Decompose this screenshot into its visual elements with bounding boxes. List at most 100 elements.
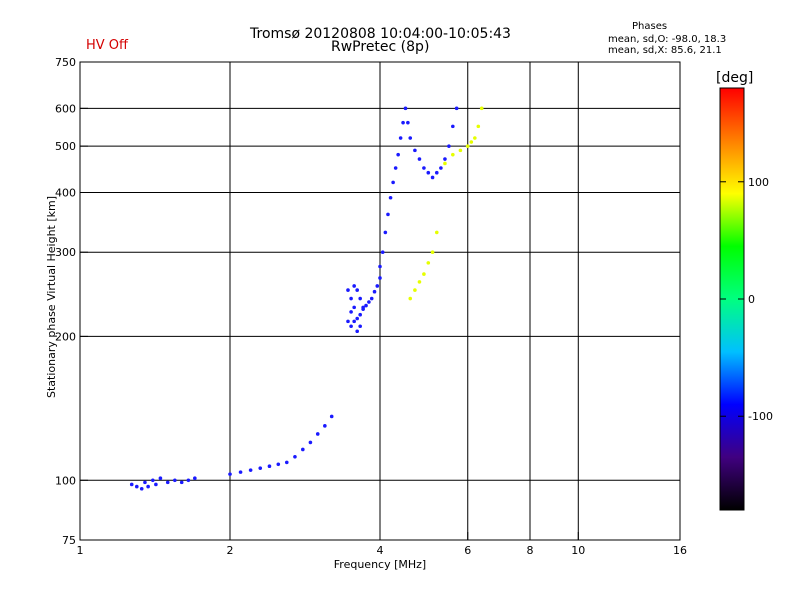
data-point — [352, 284, 356, 288]
colorbar-label: [deg] — [716, 70, 754, 86]
data-point — [408, 136, 413, 140]
data-point — [451, 124, 455, 129]
data-point — [355, 329, 359, 334]
data-point — [284, 460, 289, 465]
colorbar-tick-label: 100 — [748, 176, 769, 189]
x-tick-label: 16 — [673, 544, 687, 557]
data-point — [447, 144, 451, 148]
data-point — [134, 484, 139, 489]
data-point — [396, 152, 400, 157]
data-point — [129, 482, 134, 487]
data-point — [473, 136, 477, 140]
data-point — [193, 476, 197, 481]
chart-title: Tromsø 20120808 10:04:00-10:05:43 — [250, 26, 511, 42]
data-point — [454, 106, 459, 111]
data-point — [403, 106, 408, 111]
data-point — [329, 414, 334, 419]
data-point — [430, 175, 435, 180]
x-tick-label: 10 — [571, 544, 585, 557]
data-point — [479, 106, 484, 111]
data-point — [146, 484, 150, 489]
data-point — [439, 166, 443, 170]
data-point — [315, 432, 320, 436]
data-point — [352, 305, 356, 310]
data-point — [386, 212, 390, 217]
data-point — [434, 230, 439, 235]
data-point — [413, 148, 417, 153]
y-tick-label: 400 — [55, 186, 76, 199]
data-point — [258, 466, 263, 470]
data-point — [417, 157, 422, 161]
data-point — [383, 230, 388, 235]
data-point — [165, 480, 170, 485]
x-tick-label: 1 — [77, 544, 84, 557]
data-point — [422, 272, 426, 276]
y-tick-label: 200 — [55, 330, 76, 343]
colorbar-tick-label: 0 — [748, 293, 755, 306]
data-point — [378, 276, 382, 280]
data-point — [430, 250, 435, 255]
data-point — [406, 120, 410, 125]
data-point — [361, 305, 365, 310]
data-point — [355, 288, 359, 292]
data-point — [352, 319, 356, 324]
data-point — [476, 124, 481, 129]
data-point — [143, 480, 147, 485]
data-point — [369, 296, 374, 301]
data-point — [398, 136, 403, 140]
data-point — [358, 312, 362, 317]
data-point — [380, 250, 385, 255]
data-point — [358, 296, 362, 301]
x-axis-label: Frequency [MHz] — [334, 558, 426, 571]
x-tick-label: 4 — [377, 544, 384, 557]
data-point — [378, 264, 382, 269]
data-point — [443, 161, 447, 166]
x-tick-label: 2 — [227, 544, 234, 557]
chart-subtitle: RwPretec (8p) — [331, 39, 430, 55]
y-tick-label: 100 — [55, 474, 76, 487]
data-point — [173, 478, 177, 483]
data-point — [349, 310, 353, 314]
phases-title: Phases — [632, 21, 668, 32]
data-point — [349, 324, 353, 329]
data-point — [451, 152, 455, 157]
data-point — [401, 120, 405, 125]
data-point — [458, 148, 463, 153]
data-point — [346, 288, 350, 292]
y-tick-label: 600 — [55, 102, 76, 115]
data-point — [426, 261, 431, 265]
colorbar-tick-label: -100 — [748, 410, 773, 423]
y-tick-label: 500 — [55, 140, 76, 153]
data-point — [139, 486, 144, 491]
phases-o-stats: mean, sd,O: -98.0, 18.3 — [608, 34, 727, 45]
data-point — [355, 316, 359, 321]
data-point — [393, 166, 398, 170]
data-point — [267, 464, 272, 469]
data-point — [388, 195, 393, 200]
data-point — [364, 303, 368, 308]
y-tick-label: 750 — [55, 56, 76, 69]
data-point — [465, 144, 470, 148]
data-point — [323, 424, 327, 428]
x-tick-label: 8 — [527, 544, 534, 557]
y-tick-label: 75 — [62, 534, 76, 547]
y-tick-label: 300 — [55, 246, 76, 259]
data-point — [186, 478, 191, 483]
data-point — [372, 289, 377, 294]
data-point — [434, 170, 439, 175]
data-point — [346, 319, 350, 324]
data-point — [443, 157, 447, 161]
data-point — [308, 440, 313, 445]
data-point — [417, 280, 422, 284]
data-point — [158, 476, 163, 481]
data-point — [375, 284, 380, 288]
data-point — [238, 470, 243, 474]
data-point — [179, 480, 184, 485]
data-point — [413, 288, 417, 292]
data-point — [151, 478, 155, 483]
data-point — [154, 482, 158, 487]
data-point — [358, 324, 362, 329]
data-point — [422, 166, 426, 170]
data-point — [367, 300, 371, 304]
